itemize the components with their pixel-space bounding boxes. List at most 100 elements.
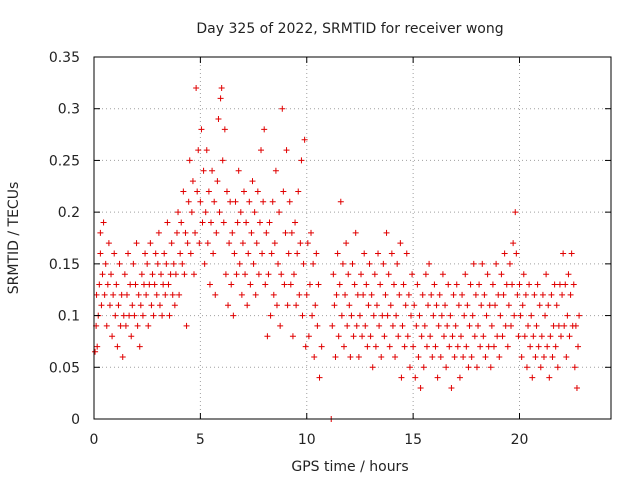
data-point <box>530 333 537 340</box>
data-point <box>288 229 295 236</box>
data-point <box>313 250 320 257</box>
x-tick-label: 0 <box>90 432 99 448</box>
data-point <box>108 271 115 278</box>
data-point <box>360 291 367 298</box>
data-point <box>468 353 475 360</box>
data-point <box>367 333 374 340</box>
data-point <box>388 250 395 257</box>
data-point <box>427 333 434 340</box>
data-point <box>297 240 304 247</box>
data-point <box>238 291 245 298</box>
data-point <box>175 209 182 216</box>
data-point <box>544 343 551 350</box>
data-point <box>503 281 510 288</box>
data-point <box>111 250 118 257</box>
data-point <box>227 198 234 205</box>
data-point <box>96 281 103 288</box>
data-point <box>115 302 122 309</box>
data-point <box>225 302 232 309</box>
data-point <box>472 291 479 298</box>
data-point <box>261 126 268 133</box>
data-point <box>296 291 303 298</box>
data-point <box>299 312 306 319</box>
data-point <box>264 333 271 340</box>
data-point <box>550 322 557 329</box>
data-point <box>431 281 438 288</box>
data-point <box>448 384 455 391</box>
data-point <box>171 302 178 309</box>
data-point <box>161 250 168 257</box>
data-point <box>340 343 347 350</box>
data-point <box>150 312 157 319</box>
data-point <box>509 281 516 288</box>
data-point <box>484 271 491 278</box>
data-point <box>526 281 533 288</box>
data-point <box>369 364 376 371</box>
data-point <box>159 312 166 319</box>
data-point <box>164 219 171 226</box>
data-point <box>112 312 119 319</box>
data-point <box>254 188 261 195</box>
data-point <box>373 302 380 309</box>
data-point <box>416 312 423 319</box>
data-point <box>281 281 288 288</box>
data-point <box>97 229 104 236</box>
data-point <box>162 291 169 298</box>
data-point <box>538 333 545 340</box>
data-point <box>275 260 282 267</box>
data-point <box>534 281 541 288</box>
data-point <box>556 281 563 288</box>
y-tick-label: 0.1 <box>58 309 80 325</box>
data-point <box>277 322 284 329</box>
data-point <box>127 281 134 288</box>
data-point <box>185 198 192 205</box>
data-point <box>467 281 474 288</box>
data-point <box>202 209 209 216</box>
data-point <box>453 281 460 288</box>
data-point <box>346 302 353 309</box>
data-point <box>477 343 484 350</box>
data-point <box>452 322 459 329</box>
data-point <box>536 302 543 309</box>
data-point <box>209 167 216 174</box>
data-point <box>338 312 345 319</box>
data-point <box>415 353 422 360</box>
data-point <box>295 188 302 195</box>
data-point <box>186 157 193 164</box>
data-point <box>152 250 159 257</box>
data-point <box>151 281 158 288</box>
data-point <box>515 333 522 340</box>
data-point <box>383 229 390 236</box>
data-point <box>251 209 258 216</box>
data-point <box>525 322 532 329</box>
data-point <box>531 291 538 298</box>
data-point <box>204 240 211 247</box>
data-point <box>420 364 427 371</box>
data-point <box>514 291 521 298</box>
data-point <box>378 353 385 360</box>
x-tick-label: 5 <box>196 432 205 448</box>
data-point <box>101 291 108 298</box>
data-point <box>548 291 555 298</box>
data-point <box>290 271 297 278</box>
data-point <box>203 147 210 154</box>
data-point <box>280 188 287 195</box>
data-point <box>402 302 409 309</box>
data-point <box>318 343 325 350</box>
data-point <box>460 353 467 360</box>
data-point <box>462 271 469 278</box>
data-point <box>182 229 189 236</box>
data-point <box>231 250 238 257</box>
data-point <box>337 198 344 205</box>
data-point <box>371 271 378 278</box>
data-point <box>398 374 405 381</box>
data-point <box>443 364 450 371</box>
data-point <box>234 219 241 226</box>
data-point <box>229 229 236 236</box>
data-point <box>506 260 513 267</box>
data-point <box>267 312 274 319</box>
data-point <box>372 343 379 350</box>
data-point <box>339 260 346 267</box>
data-point <box>170 260 177 267</box>
data-points <box>92 85 583 422</box>
